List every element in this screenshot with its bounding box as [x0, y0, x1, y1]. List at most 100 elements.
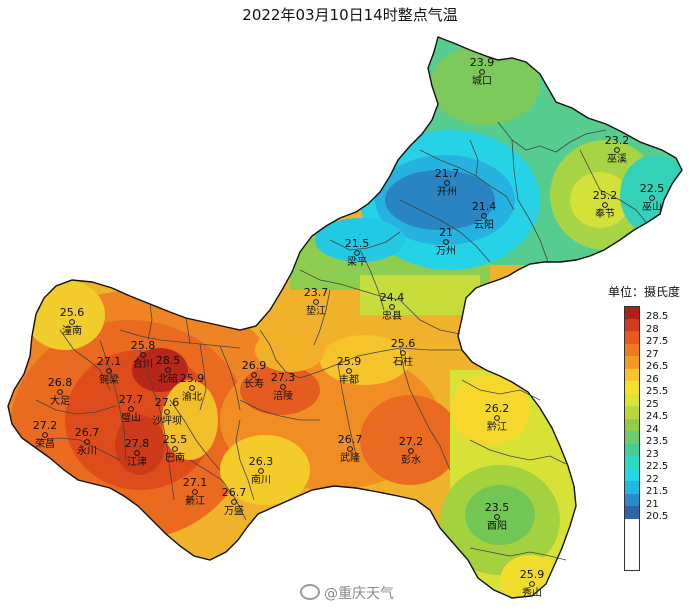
station-layer: 23.9 城口 23.2 巫溪 22.5 巫山 25.2 奉节 21.7 开州 21.4 云阳 21 万州…: [33, 56, 665, 599]
station-name: 城口: [472, 75, 492, 87]
station-name: 云阳: [474, 219, 494, 231]
station-秀山: 25.9 秀山: [520, 568, 545, 599]
station-temperature: 22.5: [640, 182, 665, 195]
station-name: 开州: [437, 186, 457, 198]
legend-swatch: [624, 393, 640, 406]
station-temperature: 28.5: [156, 354, 181, 367]
station-万盛: 26.7 万盛: [222, 486, 247, 517]
station-name: 长寿: [244, 377, 264, 390]
legend-tick-label: 20.5: [646, 511, 669, 522]
station-temperature: 23.9: [470, 56, 495, 69]
station-渝北: 25.9 渝北: [180, 372, 205, 403]
station-丰都: 25.9 丰都: [337, 355, 362, 386]
legend-tick-label: 21: [646, 498, 659, 510]
station-temperature: 25.8: [131, 339, 156, 352]
station-marker: [231, 499, 237, 505]
station-南川: 26.3 南川: [249, 455, 274, 486]
station-北碚: 28.5 北碚: [156, 354, 181, 385]
legend-tick-label: 26: [646, 373, 659, 385]
station-marker: [84, 439, 90, 445]
legend-title: 单位：摄氏度: [608, 285, 681, 299]
station-marker: [69, 319, 75, 325]
station-name: 巫溪: [607, 153, 627, 165]
station-marker: [347, 446, 353, 452]
legend-swatch: [624, 468, 640, 481]
station-temperature: 21.7: [435, 167, 460, 180]
legend-tick-label: 21.5: [646, 486, 669, 497]
station-temperature: 25.9: [180, 372, 205, 385]
station-temperature: 26.7: [222, 486, 247, 499]
station-荣昌: 27.2 荣昌: [33, 419, 58, 450]
legend-tick-label: 24: [646, 423, 659, 435]
legend-tick-label: 23.5: [646, 436, 669, 447]
legend-swatch: [624, 443, 640, 456]
legend-swatch: [624, 418, 640, 431]
station-marker: [258, 468, 264, 474]
watermark: @重庆天气: [300, 583, 394, 603]
station-marker: [140, 352, 146, 358]
station-name: 奉节: [595, 207, 615, 220]
legend-tick-label: 28.5: [646, 311, 669, 322]
station-temperature: 21.5: [345, 237, 370, 250]
legend-tick-label: 22: [646, 473, 659, 485]
station-name: 永川: [77, 444, 97, 457]
station-marker: [649, 195, 655, 201]
station-temperature: 25.6: [60, 306, 85, 319]
station-奉节: 25.2 奉节: [593, 189, 618, 220]
station-temperature: 25.9: [520, 568, 545, 581]
station-name: 万盛: [224, 504, 244, 517]
station-temperature: 27.1: [97, 355, 122, 368]
legend-swatch: [624, 493, 640, 506]
station-temperature: 25.5: [163, 433, 188, 446]
station-name: 南川: [251, 473, 271, 486]
station-name: 万州: [436, 245, 456, 257]
station-marker: [614, 147, 620, 153]
station-永川: 26.7 永川: [75, 426, 100, 457]
station-marker: [313, 299, 319, 305]
station-temperature: 26.7: [75, 426, 100, 439]
station-temperature: 27.1: [183, 476, 208, 489]
station-綦江: 27.1 綦江: [183, 476, 208, 507]
station-marker: [443, 239, 449, 245]
station-name: 石柱: [393, 355, 413, 368]
station-name: 沙坪坝: [152, 414, 182, 427]
station-marker: [106, 368, 112, 374]
legend-tick-label: 24.5: [646, 411, 669, 422]
station-name: 北碚: [158, 372, 178, 385]
legend-swatch: [624, 381, 640, 394]
station-江津: 27.8 江津: [125, 437, 150, 468]
station-梁平: 21.5 梁平: [345, 237, 370, 268]
station-marker: [529, 581, 535, 587]
station-temperature: 25.2: [593, 189, 618, 202]
station-name: 涪陵: [273, 389, 293, 402]
station-temperature: 24.4: [380, 291, 405, 304]
station-合川: 25.8 合川: [131, 339, 156, 370]
station-石柱: 25.6 石柱: [391, 337, 416, 368]
station-巫山: 22.5 巫山: [640, 182, 665, 213]
station-temperature: 27.8: [125, 437, 150, 450]
legend-tick-label: 26.5: [646, 361, 669, 372]
station-沙坪坝: 27.6 沙坪坝: [152, 396, 182, 427]
legend-swatch: [624, 318, 640, 331]
legend-swatch: [624, 456, 640, 469]
station-巴南: 25.5 巴南: [163, 433, 188, 464]
station-temperature: 25.6: [391, 337, 416, 350]
station-marker: [42, 432, 48, 438]
station-name: 綦江: [185, 494, 205, 507]
station-name: 璧山: [121, 411, 141, 424]
station-marker: [134, 450, 140, 456]
station-name: 彭水: [401, 453, 421, 466]
station-涪陵: 27.3 涪陵: [271, 371, 296, 402]
legend-tick-label: 27.5: [646, 336, 669, 347]
station-marker: [165, 367, 171, 373]
legend-swatch: [624, 356, 640, 369]
station-temperature: 23.7: [304, 286, 329, 299]
station-temperature: 23.2: [605, 134, 630, 147]
station-璧山: 27.7 璧山: [119, 393, 144, 424]
station-marker: [128, 406, 134, 412]
station-temperature: 27.2: [33, 419, 58, 432]
station-temperature: 26.3: [249, 455, 274, 468]
station-name: 大足: [50, 394, 70, 407]
station-temperature: 27.7: [119, 393, 144, 406]
